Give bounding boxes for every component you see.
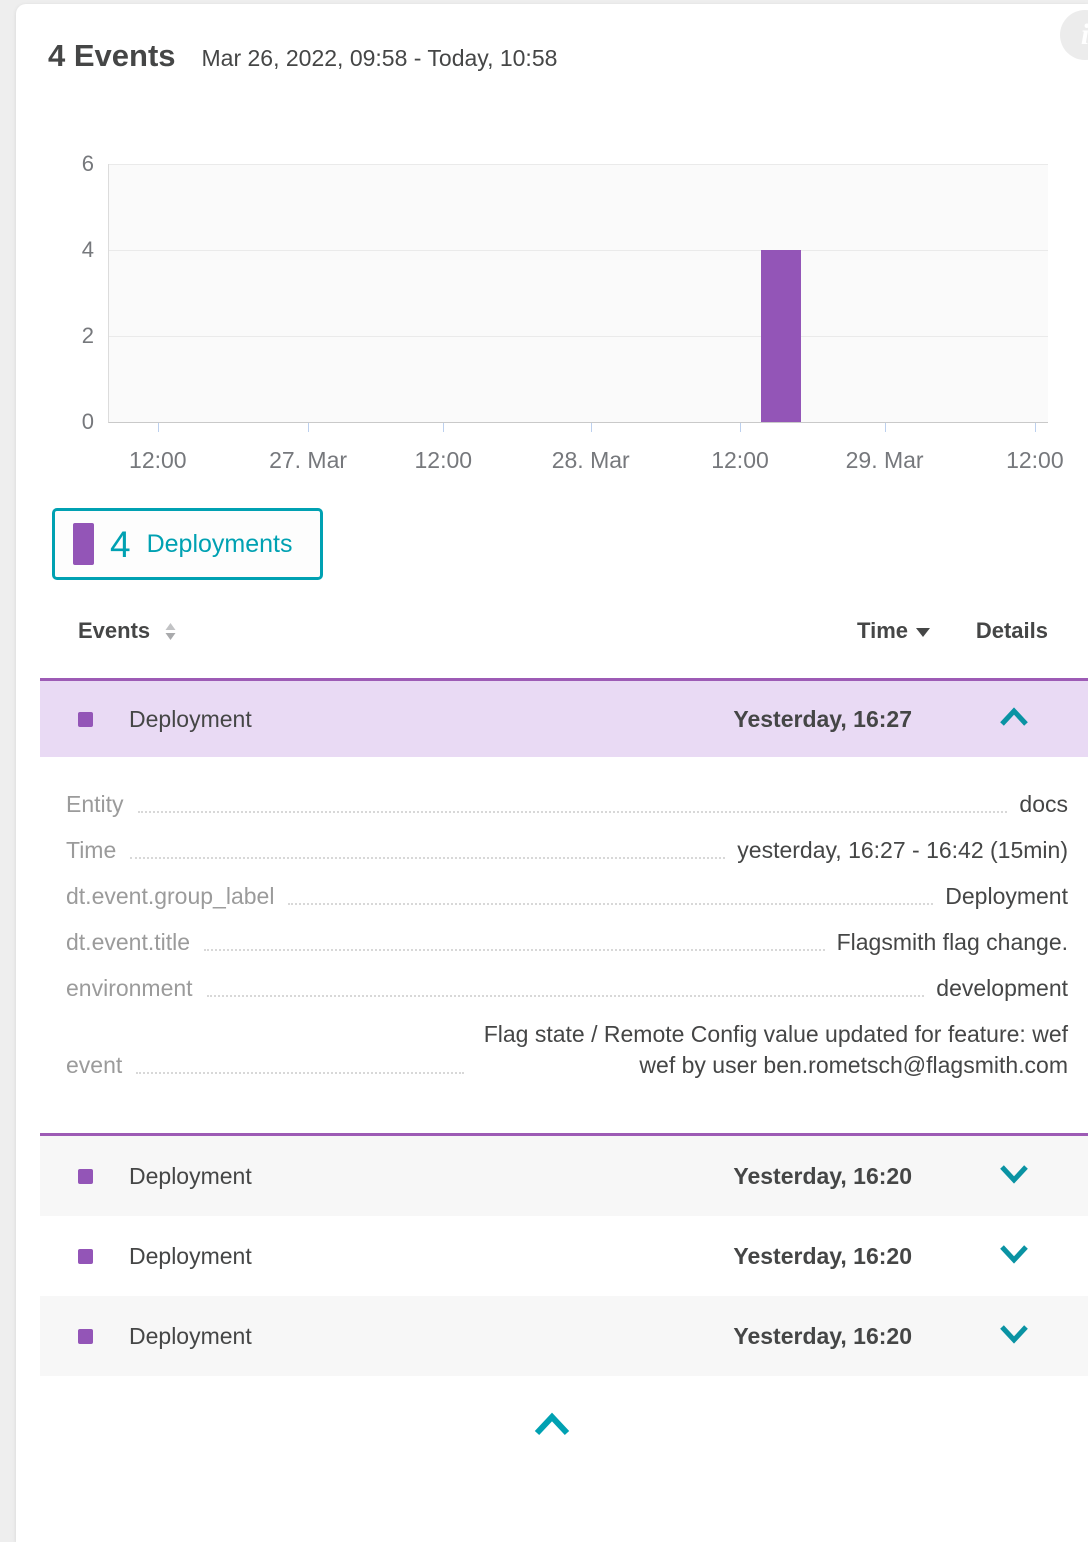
sort-arrows-icon [164, 622, 177, 641]
x-axis-tick-label: 28. Mar [551, 447, 630, 473]
dotted-leader [288, 903, 934, 905]
x-axis-tick-label: 27. Mar [269, 447, 348, 473]
chevron-up-icon[interactable] [998, 706, 1030, 733]
x-axis-tick-label: 12:00 [414, 447, 473, 473]
details-header-label: Details [975, 618, 1048, 643]
detail-value: Flag state / Remote Config value updated… [483, 1021, 1068, 1078]
x-axis-tick-label: 12:00 [1006, 447, 1064, 473]
detail-value: development [936, 975, 1068, 1001]
detail-key: dt.event.title [66, 929, 191, 955]
event-type-label: Deployment [129, 705, 252, 732]
x-axis-tick [308, 423, 310, 432]
deployments-bar[interactable] [760, 250, 802, 422]
event-details-pane: Entity docs Time yesterday, 16:27 - 16:4… [40, 757, 1088, 1133]
dotted-leader [130, 857, 726, 859]
events-table: Events Time Details Deployment Yester [40, 602, 1088, 1376]
event-time: Yesterday, 16:27 [733, 705, 912, 732]
event-type-label: Deployment [129, 1242, 252, 1269]
column-header-time[interactable]: Time [710, 618, 930, 644]
panel-collapse [16, 1412, 1088, 1436]
detail-row: Time yesterday, 16:27 - 16:42 (15min) [66, 835, 1068, 866]
chevron-down-icon[interactable] [998, 1163, 1030, 1190]
chevron-down-icon[interactable] [998, 1323, 1030, 1350]
detail-row: environment development [66, 973, 1068, 1004]
x-axis-tick [443, 423, 445, 432]
x-axis-tick [590, 423, 592, 432]
detail-key: Time [66, 837, 117, 863]
detail-value: Deployment [945, 883, 1068, 909]
gridline [109, 336, 1048, 337]
x-axis-tick [884, 423, 886, 432]
column-header-details: Details [930, 618, 1048, 644]
event-type-swatch [78, 711, 93, 727]
dotted-leader [136, 1072, 464, 1074]
deployments-label: Deployments [146, 529, 293, 558]
x-axis-tick [157, 423, 159, 432]
detail-row: Entity docs [66, 789, 1068, 820]
detail-value: docs [1019, 791, 1068, 817]
dotted-leader [137, 811, 1008, 813]
deployments-count: 4 [110, 523, 131, 565]
detail-row: dt.event.title Flagsmith flag change. [66, 927, 1068, 958]
x-axis-tick [1034, 423, 1036, 432]
deployments-swatch [73, 523, 94, 565]
time-header-label: Time [857, 618, 908, 643]
x-axis-tick-label: 29. Mar [845, 447, 924, 473]
event-type-swatch [78, 1168, 93, 1184]
events-header-label: Events [78, 618, 151, 643]
y-axis-tick-label: 4 [81, 237, 94, 262]
event-time: Yesterday, 16:20 [733, 1162, 912, 1189]
dotted-leader [204, 949, 825, 951]
table-row[interactable]: Deployment Yesterday, 16:20 [40, 1136, 1088, 1216]
event-time: Yesterday, 16:20 [733, 1242, 912, 1269]
detail-value: Flagsmith flag change. [836, 929, 1068, 955]
detail-key: Entity [66, 791, 124, 817]
detail-row: dt.event.group_label Deployment [66, 881, 1068, 912]
triangle-down-icon [916, 627, 930, 637]
event-type-label: Deployment [129, 1162, 252, 1189]
deployments-legend-button[interactable]: 4 Deployments [52, 508, 324, 580]
event-type-swatch [78, 1248, 93, 1264]
event-type-swatch [78, 1328, 93, 1344]
gridline [109, 164, 1048, 165]
table-row[interactable]: Deployment Yesterday, 16:20 [40, 1296, 1088, 1376]
chart-plot: 12:00 27. Mar 12:00 28. Mar 12:00 29. Mar 12:0… [108, 164, 1064, 473]
gridline [109, 250, 1048, 251]
panel-header: 4 Events Mar 26, 2022, 09:58 - Today, 10… [16, 4, 1088, 74]
events-panel: i 4 Events Mar 26, 2022, 09:58 - Today, … [16, 4, 1088, 1542]
table-row[interactable]: Deployment Yesterday, 16:27 [40, 681, 1088, 757]
table-header: Events Time Details [40, 602, 1088, 660]
x-axis-tick-label: 12:00 [711, 447, 769, 473]
timeframe-label: Mar 26, 2022, 09:58 - Today, 10:58 [201, 45, 558, 71]
table-row[interactable]: Deployment Yesterday, 16:20 [40, 1216, 1088, 1296]
chevron-up-icon[interactable] [532, 1412, 572, 1436]
chart: 12:00 27. Mar 12:00 28. Mar 12:00 29. Mar 12:0… [48, 151, 1064, 480]
y-axis-tick-label: 2 [81, 323, 94, 348]
detail-value: yesterday, 16:27 - 16:42 (15min) [737, 837, 1068, 863]
y-axis-tick-label: 6 [81, 151, 94, 176]
expanded-row-group: Deployment Yesterday, 16:27 Entity docs … [40, 678, 1088, 1136]
x-axis-tick-label: 12:00 [129, 447, 187, 473]
detail-key: dt.event.group_label [66, 883, 275, 909]
column-header-events[interactable]: Events [78, 618, 710, 644]
detail-key: event [66, 1052, 123, 1078]
chevron-down-icon[interactable] [998, 1243, 1030, 1270]
y-axis-tick-label: 0 [81, 409, 94, 434]
detail-row: event Flag state / Remote Config value u… [66, 1019, 1068, 1081]
detail-key: environment [66, 975, 193, 1001]
table-body: Deployment Yesterday, 16:27 Entity docs … [40, 678, 1088, 1376]
page-title: 4 Events [48, 38, 176, 73]
event-type-label: Deployment [129, 1322, 252, 1349]
dotted-leader [206, 995, 925, 997]
event-time: Yesterday, 16:20 [733, 1322, 912, 1349]
x-axis-tick [740, 423, 741, 432]
